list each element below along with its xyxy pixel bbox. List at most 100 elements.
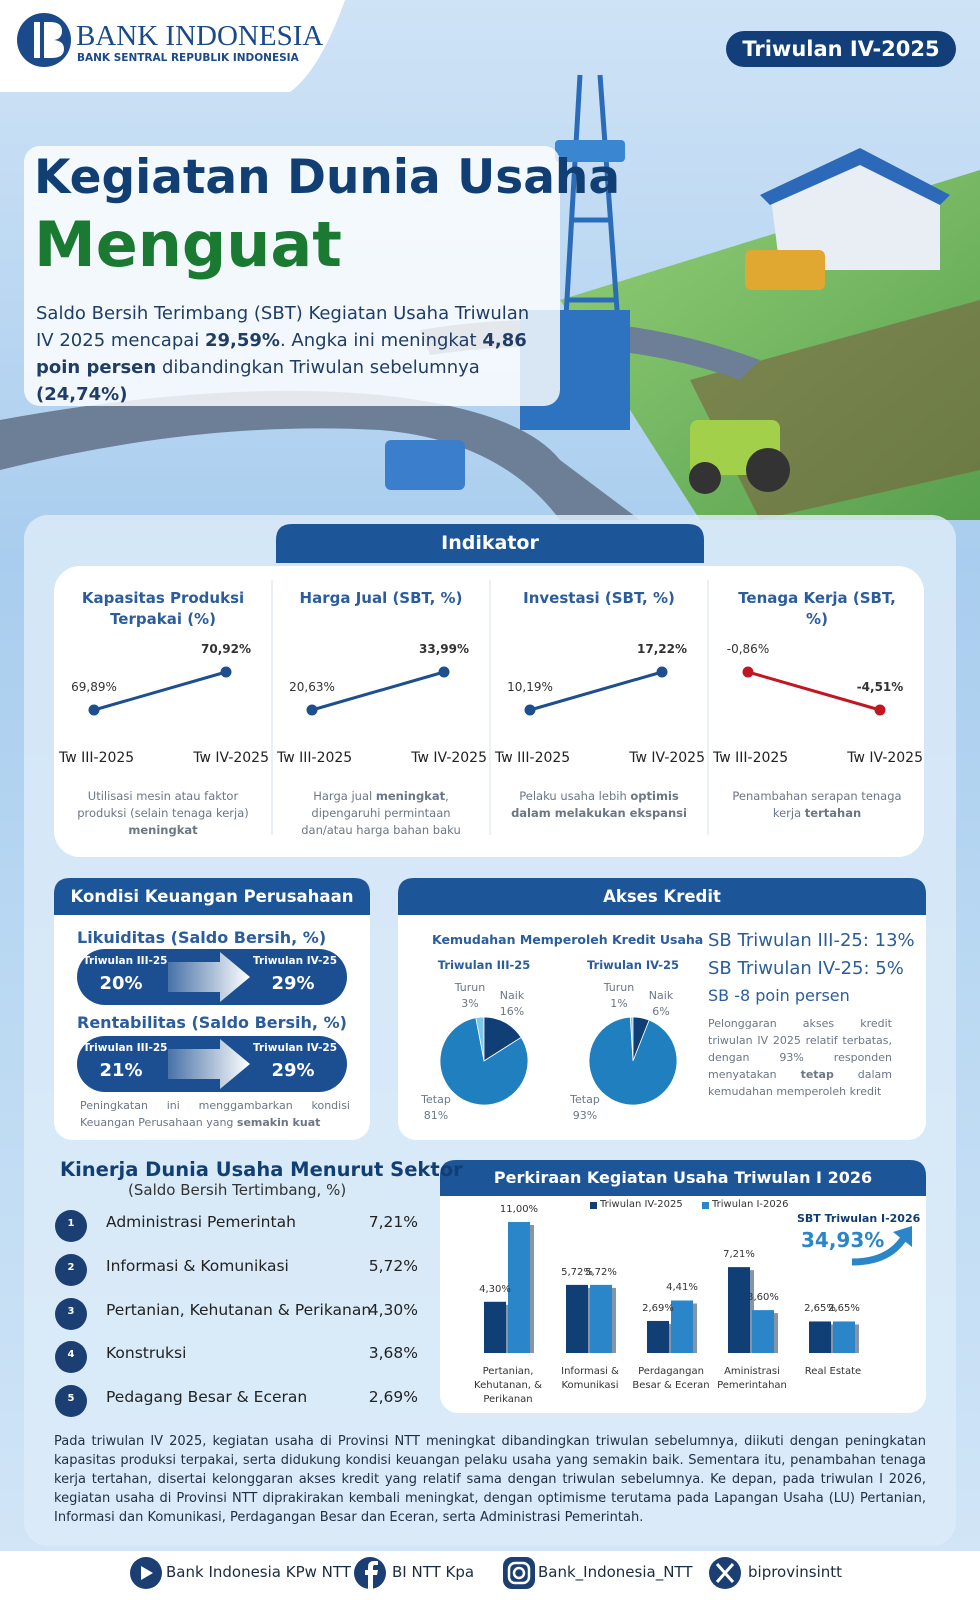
bar [566, 1284, 588, 1353]
bar-box [440, 1160, 926, 1413]
to-label: Triwulan IV-25 [253, 955, 338, 967]
rank-badge [55, 1254, 87, 1286]
bar [833, 1321, 855, 1353]
slice-label: Turun [454, 981, 486, 994]
bar-side [774, 1313, 778, 1353]
credit-stat: SB Triwulan III-25: 13% [708, 930, 915, 951]
to-value: 29% [271, 1060, 315, 1081]
sector-value: 3,68% [368, 1344, 418, 1362]
tractor-wheel [746, 448, 790, 492]
line [529, 670, 663, 712]
from-value: 20% [99, 973, 143, 994]
hero-title: Kegiatan Dunia Usaha [34, 150, 621, 205]
callout-label: SBT Triwulan I-2026 [797, 1212, 921, 1225]
value-label: 5,72% [561, 1266, 593, 1278]
point [438, 666, 450, 678]
sector-name: Pedagang Besar & Eceran [106, 1388, 308, 1406]
item-title: Rentabilitas (Saldo Bersih, %) [77, 1013, 347, 1032]
category-label: Tw IV-2025 [629, 750, 705, 766]
hero-title-emphasis: Menguat [34, 208, 342, 281]
rank-badge [55, 1385, 87, 1417]
bar [484, 1301, 506, 1353]
finance-header [54, 878, 370, 915]
value-label: 7,21% [723, 1249, 755, 1261]
icon-glyph [512, 1566, 526, 1580]
icon-glyph [507, 1561, 531, 1585]
callout-arrow [851, 1234, 909, 1266]
bar-side [612, 1287, 616, 1353]
legend-label: Triwulan IV-2025 [600, 1199, 683, 1210]
sector-value: 5,72% [368, 1257, 418, 1275]
social-handle: Bank Indonesia KPw NTT [166, 1563, 351, 1581]
sector-name: Konstruksi [106, 1344, 187, 1362]
point [88, 704, 100, 716]
slice-value: 1% [610, 997, 628, 1010]
category-label: Tw IV-2025 [847, 750, 923, 766]
emphasis: (24,74%) [36, 384, 128, 405]
box-title: Kondisi Keuangan Perusahaan [70, 887, 354, 906]
social-handle: Bank_Indonesia_NTT [538, 1563, 693, 1581]
from-label: Triwulan III-25 [83, 955, 168, 967]
emphasis: meningkat [375, 789, 446, 803]
arrow [168, 1039, 250, 1089]
bank-name: BANK INDONESIA [76, 20, 324, 52]
credit-box [398, 878, 926, 1140]
category-label: Informasi & Komunikasi [561, 1366, 619, 1391]
bank-subtitle: BANK SENTRAL REPUBLIK INDONESIA [77, 52, 299, 64]
value-label: 20,63% [289, 680, 335, 694]
point [656, 666, 668, 678]
chart-note: Utilisasi mesin atau faktor produksi (se… [66, 788, 260, 839]
sector-value: 4,30% [368, 1301, 418, 1319]
value-label: 2,69% [642, 1302, 674, 1314]
value-label: 2,65% [828, 1303, 860, 1315]
value-label: 3,60% [747, 1292, 779, 1304]
social-handle: BI NTT Kpa [392, 1563, 475, 1581]
emphasis: 29,59% [205, 330, 280, 351]
road [0, 390, 640, 520]
box-subtitle: Kemudahan Memperoleh Kredit Usaha [432, 932, 704, 947]
category-label: Tw III-2025 [59, 750, 135, 766]
slice-label: Tetap [570, 1093, 600, 1106]
slice-value: 93% [572, 1109, 598, 1122]
hero-text: Saldo Bersih Terimbang (SBT) Kegiatan Us… [36, 300, 546, 408]
tractor-wheel [689, 462, 721, 494]
value-label: 11,00% [499, 1204, 539, 1215]
value-label: 17,22% [637, 642, 687, 656]
emphasis: tertahan [804, 806, 862, 820]
box-title: Akses Kredit [603, 887, 721, 906]
emphasis: 4,86 poin persen [36, 330, 527, 378]
text: Pelaku usaha lebih [519, 789, 631, 803]
section-subtitle: (Saldo Bersih Tertimbang, %) [128, 1181, 347, 1199]
point [524, 704, 536, 716]
value-label: 10,19% [507, 680, 553, 694]
logo-part [44, 22, 64, 58]
bar-side [693, 1303, 697, 1353]
value-label: -4,51% [856, 680, 904, 694]
category-label: Real Estate [804, 1366, 862, 1377]
bar-header [440, 1160, 926, 1196]
arrow [168, 952, 250, 1002]
text: Saldo Bersih Terimbang (SBT) Kegiatan Us… [36, 303, 530, 351]
bar [508, 1222, 530, 1353]
tower-antenna [555, 140, 625, 162]
pie-slice [588, 1016, 678, 1106]
pie-slice [483, 1016, 522, 1062]
callout-arrowhead [893, 1226, 912, 1247]
category-label: Perdagangan Besar & Eceran [632, 1366, 710, 1391]
legend-label: Triwulan I-2026 [712, 1199, 789, 1210]
roof [760, 148, 950, 205]
legend-swatch [702, 1202, 709, 1209]
sector-value: 7,21% [368, 1213, 418, 1231]
box-note: Peningkatan ini menggambarkan kondisi Ke… [80, 1097, 350, 1131]
sector-name: Informasi & Komunikasi [106, 1257, 289, 1275]
bar [728, 1267, 750, 1353]
point [306, 704, 318, 716]
chart-note: Pelaku usaha lebih optimis dalam melakuk… [502, 788, 696, 822]
to-value: 29% [271, 973, 315, 994]
truck [385, 440, 465, 490]
rank-number: 1 [67, 1218, 75, 1229]
bar-side [530, 1225, 534, 1353]
point [220, 666, 232, 678]
value-label: -0,86% [726, 642, 770, 656]
